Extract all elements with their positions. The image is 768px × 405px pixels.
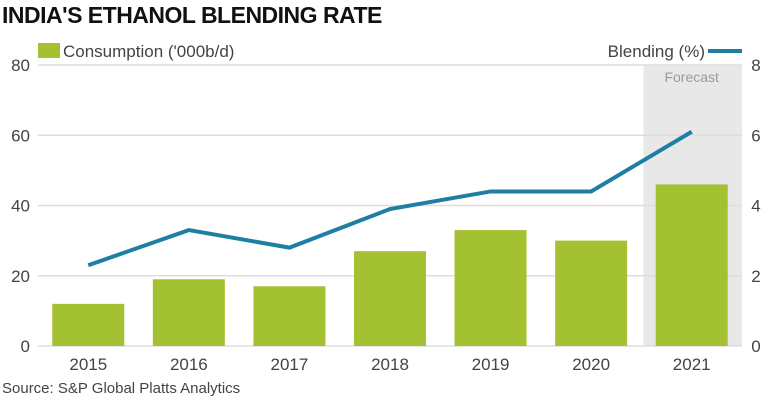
bar-2018 xyxy=(354,251,426,346)
legend-label-consumption: Consumption ('000b/d) xyxy=(63,42,234,61)
right-tick-label: 8 xyxy=(751,56,760,75)
bar-2019 xyxy=(454,230,527,346)
right-tick-label: 2 xyxy=(751,267,760,286)
x-tick-label: 2017 xyxy=(271,355,309,374)
left-tick-label: 60 xyxy=(11,126,30,145)
left-tick-label: 20 xyxy=(11,267,30,286)
chart-title: INDIA'S ETHANOL BLENDING RATE xyxy=(2,2,382,28)
x-tick-label: 2019 xyxy=(472,355,510,374)
left-tick-label: 80 xyxy=(11,56,30,75)
legend-swatch-consumption xyxy=(38,43,60,58)
right-tick-label: 0 xyxy=(751,337,760,356)
left-tick-label: 40 xyxy=(11,197,30,216)
x-tick-label: 2021 xyxy=(673,355,711,374)
x-tick-label: 2015 xyxy=(69,355,107,374)
x-tick-label: 2016 xyxy=(170,355,208,374)
x-tick-label: 2018 xyxy=(371,355,409,374)
bar-2017 xyxy=(253,286,326,346)
forecast-label: Forecast xyxy=(664,69,719,85)
right-tick-label: 4 xyxy=(751,197,760,216)
bar-2016 xyxy=(152,279,225,346)
legend-label-blending: Blending (%) xyxy=(608,42,705,61)
bar-2021 xyxy=(655,184,728,346)
right-tick-label: 6 xyxy=(751,126,760,145)
x-tick-label: 2020 xyxy=(572,355,610,374)
left-tick-label: 0 xyxy=(21,337,30,356)
bar-2015 xyxy=(52,303,125,346)
source-note: Source: S&P Global Platts Analytics xyxy=(2,380,241,397)
bar-2020 xyxy=(555,240,628,346)
